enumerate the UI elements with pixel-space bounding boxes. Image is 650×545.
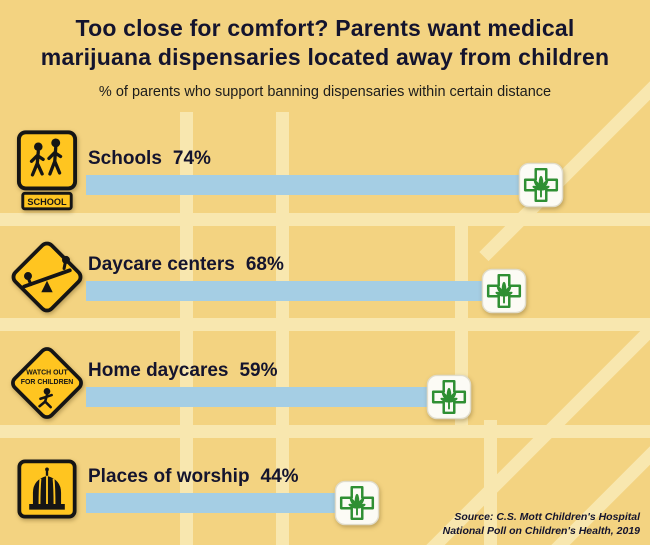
bar-track: [86, 374, 650, 419]
page-title: Too close for comfort? Parents want medi…: [0, 14, 650, 72]
category-label: Schools: [88, 147, 162, 169]
chart-row-places-of-worship: Places of worship 44%: [0, 436, 650, 542]
category-label: Places of worship: [88, 465, 250, 487]
row-label: Schools 74%: [88, 148, 650, 170]
road-horizontal: [0, 318, 650, 331]
value-label: 74%: [172, 147, 211, 169]
bar: [86, 492, 357, 513]
category-label: Daycare centers: [88, 253, 235, 275]
watch-out-line-1: WATCH OUT: [26, 370, 68, 377]
value-label: 44%: [260, 465, 299, 487]
bar-content: Places of worship 44%: [86, 466, 650, 525]
chart-subtitle: % of parents who support banning dispens…: [98, 84, 552, 100]
bar-track: [86, 162, 650, 207]
title-line-2: marijuana dispensaries located away from…: [40, 44, 610, 70]
category-label: Home daycares: [88, 359, 229, 381]
dispensary-icon: [426, 374, 472, 419]
value-label: 68%: [245, 253, 284, 275]
dispensary-icon: [518, 162, 564, 207]
title-line-1: Too close for comfort? Parents want medi…: [75, 15, 575, 41]
row-label: Daycare centers 68%: [88, 254, 650, 276]
source-attribution: Source: C.S. Mott Children's Hospital Na…: [443, 510, 640, 538]
dispensary-icon: [481, 268, 527, 313]
bar: [86, 386, 449, 407]
dispensary-icon: [334, 480, 380, 525]
bar-content: Home daycares 59%: [86, 360, 650, 419]
school-crossing-sign-icon: SCHOOL: [16, 130, 78, 211]
place-of-worship-sign-icon: [17, 459, 77, 519]
category-icon-column: WATCH OUT FOR CHILDREN: [8, 342, 86, 424]
watch-out-line-2: FOR CHILDREN: [21, 379, 74, 386]
category-icon-column: [8, 459, 86, 519]
source-line-1: Source: C.S. Mott Children's Hospital: [454, 511, 640, 523]
chart-row-daycare-centers: Daycare centers 68%: [0, 224, 650, 330]
category-icon-column: SCHOOL: [8, 129, 86, 213]
school-sign-label: SCHOOL: [27, 197, 67, 207]
bar: [86, 280, 504, 301]
road-horizontal: [0, 213, 650, 226]
road-horizontal: [0, 425, 650, 438]
bar: [86, 174, 541, 195]
header: Too close for comfort? Parents want medi…: [0, 14, 650, 100]
bar-content: Daycare centers 68%: [86, 254, 650, 313]
row-label: Places of worship 44%: [88, 466, 650, 488]
watch-out-for-children-sign-icon: WATCH OUT FOR CHILDREN: [11, 347, 83, 419]
chart-row-schools: SCHOOL Schools 74%: [0, 118, 650, 224]
bar-chart: SCHOOL Schools 74%: [0, 118, 650, 542]
bar-track: [86, 268, 650, 313]
daycare-seesaw-sign-icon: [11, 241, 83, 313]
category-icon-column: [8, 239, 86, 315]
bar-content: Schools 74%: [86, 148, 650, 207]
row-label: Home daycares 59%: [88, 360, 650, 382]
bar-track: [86, 480, 650, 525]
source-line-2: National Poll on Children's Health, 2019: [442, 525, 640, 537]
value-label: 59%: [239, 359, 278, 381]
chart-row-home-daycares: WATCH OUT FOR CHILDREN Home daycares 59%: [0, 330, 650, 436]
